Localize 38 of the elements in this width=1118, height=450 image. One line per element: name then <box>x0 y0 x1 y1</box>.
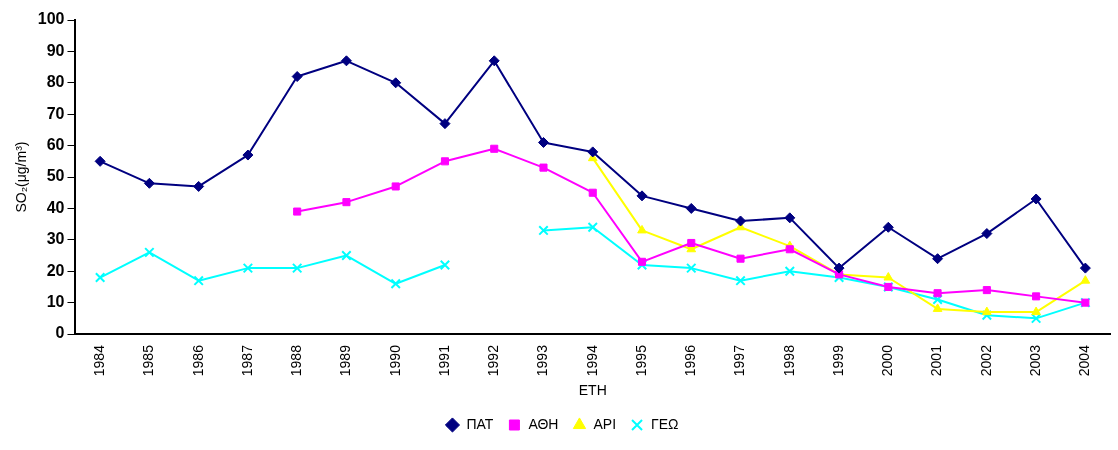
x-tick-label: 1989 <box>337 344 354 377</box>
x-tick-label: 1992 <box>485 344 502 377</box>
y-tick-label: 40 <box>46 198 65 216</box>
x-tick-label: 2000 <box>879 344 896 377</box>
y-tick-label: 90 <box>46 41 65 59</box>
legend-label: ΓΕΩ <box>651 415 679 432</box>
x-tick-label: 1984 <box>90 344 107 377</box>
y-tick-label: 100 <box>37 10 65 28</box>
y-tick-label: 50 <box>46 167 65 185</box>
x-tick-label: 1986 <box>189 344 206 377</box>
x-tick-label: 2001 <box>928 344 945 377</box>
x-tick-label: 1985 <box>140 344 157 377</box>
x-tick-label: 1988 <box>288 344 305 377</box>
y-tick-label: 20 <box>46 261 65 279</box>
y-axis-title: SO₂(μg/m³) <box>13 141 30 213</box>
x-axis-title: ΕΤΗ <box>578 382 607 399</box>
y-tick-label: 80 <box>46 73 65 91</box>
legend-label: ΠΑΤ <box>466 415 494 432</box>
y-tick-label: 0 <box>55 324 65 342</box>
x-tick-label: 2003 <box>1026 344 1043 377</box>
y-tick-label: 60 <box>46 136 65 154</box>
y-tick-label: 70 <box>46 104 65 122</box>
x-tick-label: 1987 <box>238 344 255 377</box>
y-tick-label: 30 <box>46 230 65 248</box>
x-tick-label: 1993 <box>534 344 551 377</box>
y-tick-label: 10 <box>46 293 65 311</box>
x-tick-label: 1997 <box>731 344 748 377</box>
x-tick-label: 2004 <box>1076 344 1093 377</box>
x-tick-label: 1994 <box>583 344 600 377</box>
x-tick-label: 1995 <box>632 344 649 377</box>
x-tick-label: 1999 <box>829 344 846 377</box>
x-tick-label: 2002 <box>977 344 994 377</box>
x-tick-label: 1996 <box>682 344 699 377</box>
x-tick-label: 1990 <box>386 344 403 377</box>
legend-label: ΑΡΙ <box>593 415 617 432</box>
legend-label: ΑΘΗ <box>528 415 559 432</box>
x-tick-label: 1991 <box>435 344 452 377</box>
x-tick-label: 1998 <box>780 344 797 377</box>
